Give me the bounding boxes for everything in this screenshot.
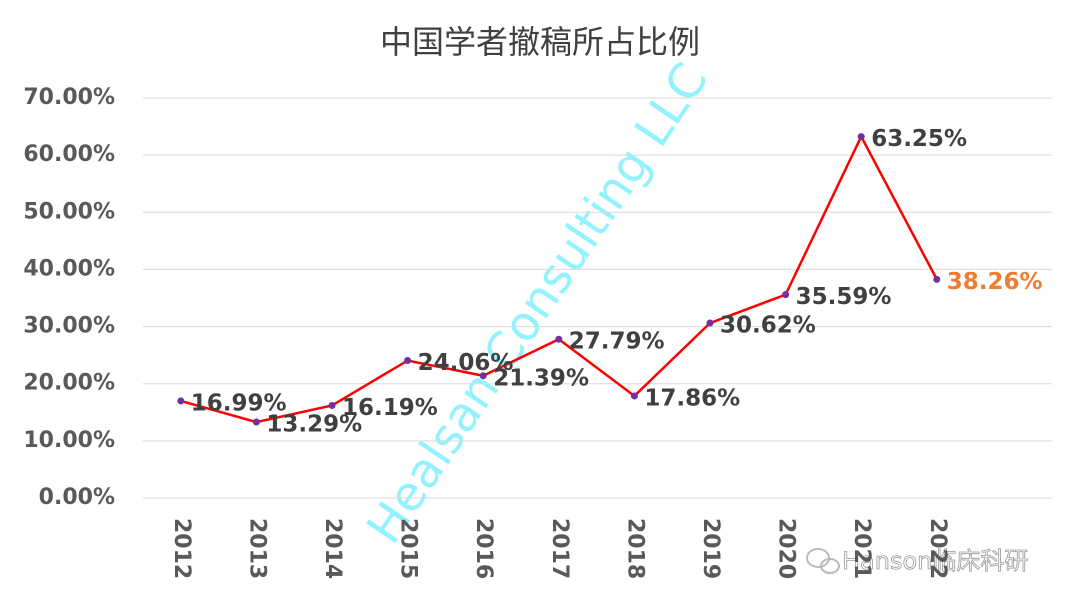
x-tick-label: 2012 [169,518,194,579]
marker [857,133,865,141]
value-label: 16.19% [342,395,438,421]
x-tick-label: 2015 [396,518,421,579]
x-tick-label: 2018 [622,518,647,579]
value-label: 16.99% [191,390,287,416]
marker [630,392,638,400]
marker [328,401,336,409]
marker [782,291,790,299]
x-tick-label: 2017 [547,518,572,579]
value-label: 35.59% [796,284,892,310]
marker [555,335,563,343]
y-tick-label: 30.00% [23,314,115,339]
marker [933,275,941,283]
x-tick-label: 2019 [698,518,723,579]
value-label: 63.25% [871,126,967,152]
y-tick-label: 50.00% [23,199,115,224]
value-label: 27.79% [569,329,665,355]
value-label: 13.29% [266,412,362,438]
value-label: 21.39% [493,365,589,391]
watermark: Healsan Consulting LLC [356,53,719,553]
marker [479,372,487,380]
value-label: 30.62% [720,313,816,339]
x-tick-label: 2013 [244,518,269,579]
y-tick-label: 40.00% [23,256,115,281]
marker [404,357,412,365]
source-mark: Hanson临床科研 [842,547,1028,575]
value-label: 24.06% [418,350,514,376]
marker [252,418,260,426]
x-tick-label: 2022 [925,518,950,579]
y-tick-label: 70.00% [23,85,115,110]
x-tick-label: 2014 [320,518,345,579]
x-tick-label: 2020 [774,518,799,579]
y-tick-label: 0.00% [39,485,115,510]
value-label: 38.26% [947,269,1043,295]
marker [177,397,185,405]
y-tick-label: 10.00% [23,428,115,453]
chart-title: 中国学者撤稿所占比例 [380,23,700,61]
y-tick-label: 20.00% [23,371,115,396]
x-tick-label: 2021 [849,518,874,579]
y-tick-label: 60.00% [23,142,115,167]
wechat-icon [806,548,840,574]
value-label: 17.86% [644,385,740,411]
marker [706,319,714,327]
x-tick-label: 2016 [471,518,496,579]
